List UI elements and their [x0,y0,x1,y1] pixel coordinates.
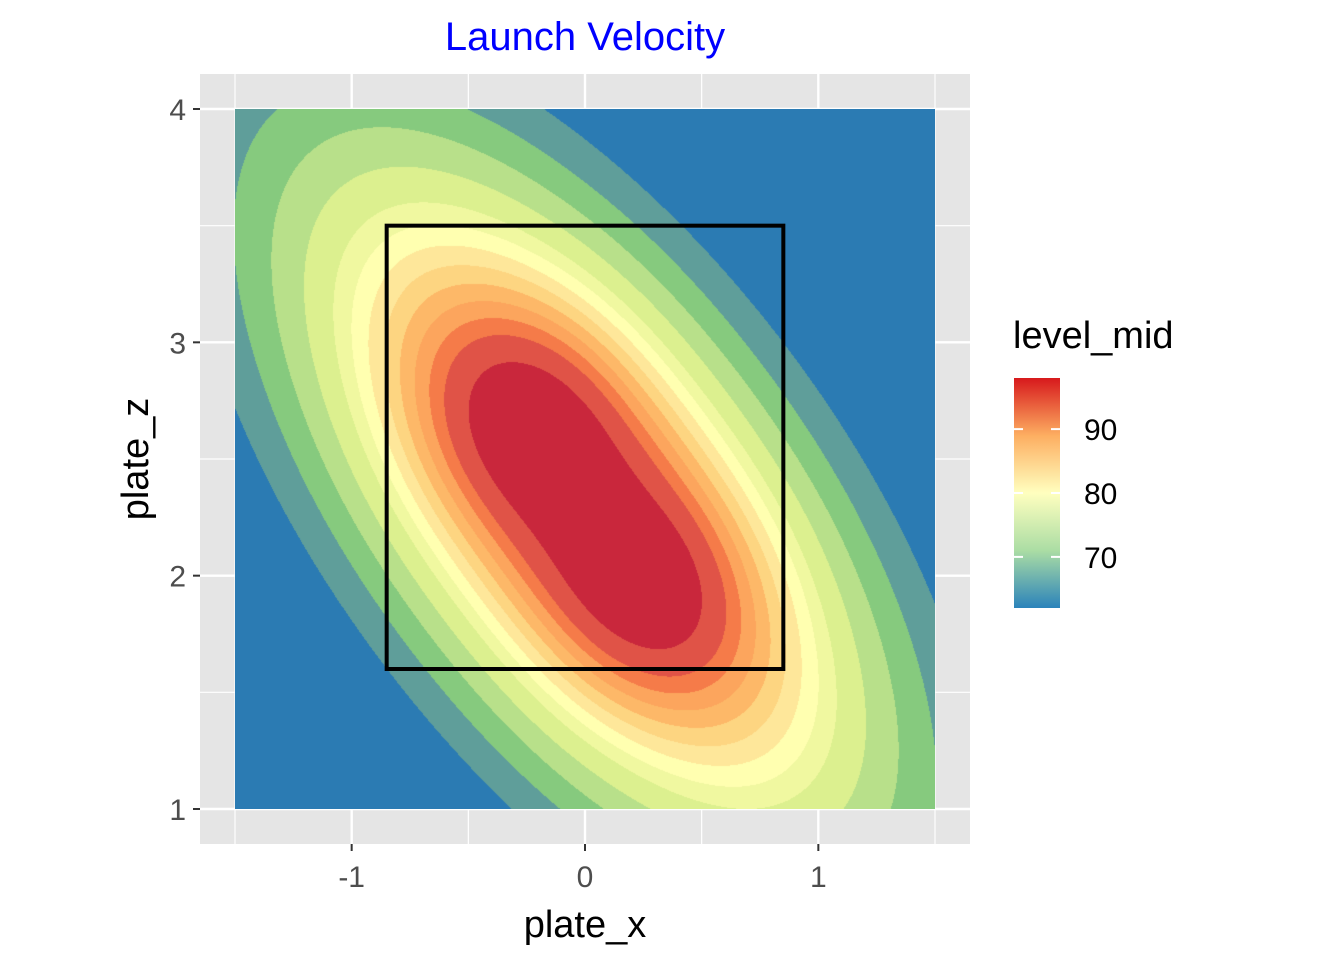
x-tick-label: 1 [810,861,827,894]
y-axis: 1 2 3 4 [169,94,200,827]
y-tick-label: 4 [169,94,186,127]
legend: level_mid 70 80 90 [1013,315,1174,608]
x-tick-label: -1 [338,861,365,894]
x-tick-label: 0 [577,861,594,894]
plot-title: Launch Velocity [445,15,725,59]
colorbar-label: 70 [1084,542,1117,575]
colorbar-label: 90 [1084,414,1117,447]
y-tick-label: 1 [169,794,186,827]
legend-title: level_mid [1013,315,1174,357]
launch-velocity-contour-fill [235,109,935,809]
x-axis: -1 0 1 [338,844,827,894]
strike-zone-box [384,223,786,672]
y-tick-label: 2 [169,561,186,594]
colorbar-label: 80 [1084,478,1117,511]
y-tick-label: 3 [169,327,186,360]
y-axis-title: plate_z [115,398,157,521]
colorbar-ticks: 70 80 90 [1014,414,1117,575]
x-axis-title: plate_x [524,904,647,946]
